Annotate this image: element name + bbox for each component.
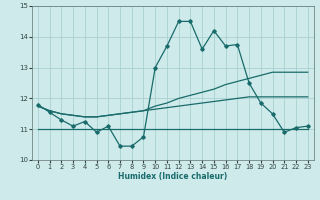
X-axis label: Humidex (Indice chaleur): Humidex (Indice chaleur) [118,172,228,181]
